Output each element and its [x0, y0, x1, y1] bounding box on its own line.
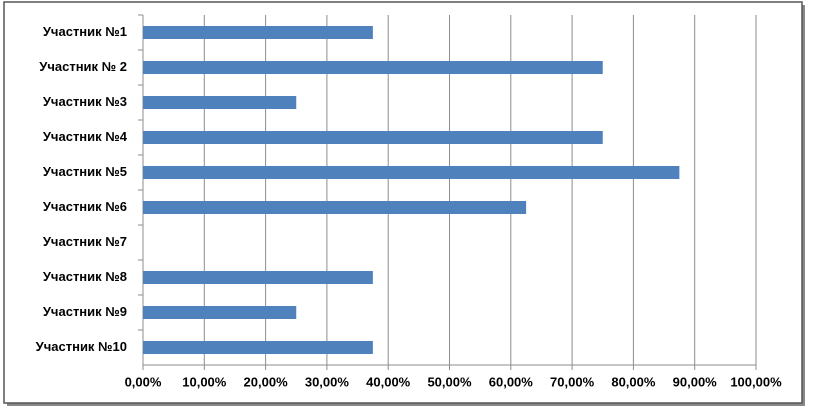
y-tick-label: Участник №8 — [43, 269, 127, 284]
x-tick-label: 40,00% — [366, 374, 411, 389]
y-tick-label: Участник №10 — [36, 339, 127, 354]
bar — [143, 306, 297, 319]
x-tick-label: 10,00% — [182, 374, 227, 389]
x-tick-label: 70,00% — [550, 374, 595, 389]
x-tick-label: 20,00% — [244, 374, 289, 389]
y-tick-label: Участник №3 — [43, 94, 127, 109]
bar — [143, 61, 603, 74]
y-tick-label: Участник №1 — [43, 24, 127, 39]
bar — [143, 271, 373, 284]
bar — [143, 166, 680, 179]
x-tick-label: 80,00% — [611, 374, 656, 389]
y-tick-label: Участник №6 — [43, 199, 127, 214]
x-tick-label: 0,00% — [125, 374, 162, 389]
bar — [143, 201, 527, 214]
x-tick-label: 100,00% — [730, 374, 782, 389]
x-tick-label: 30,00% — [305, 374, 350, 389]
bar — [143, 131, 603, 144]
y-tick-label: Участник № 2 — [39, 59, 127, 74]
x-tick-label: 60,00% — [489, 374, 534, 389]
x-tick-label: 50,00% — [427, 374, 472, 389]
x-tick-label: 90,00% — [673, 374, 718, 389]
y-tick-label: Участник №5 — [43, 164, 127, 179]
bar — [143, 26, 373, 39]
bar — [143, 96, 297, 109]
bar — [143, 341, 373, 354]
y-tick-label: Участник №4 — [43, 129, 128, 144]
y-tick-label: Участник №7 — [43, 234, 127, 249]
y-tick-label: Участник №9 — [43, 304, 127, 319]
